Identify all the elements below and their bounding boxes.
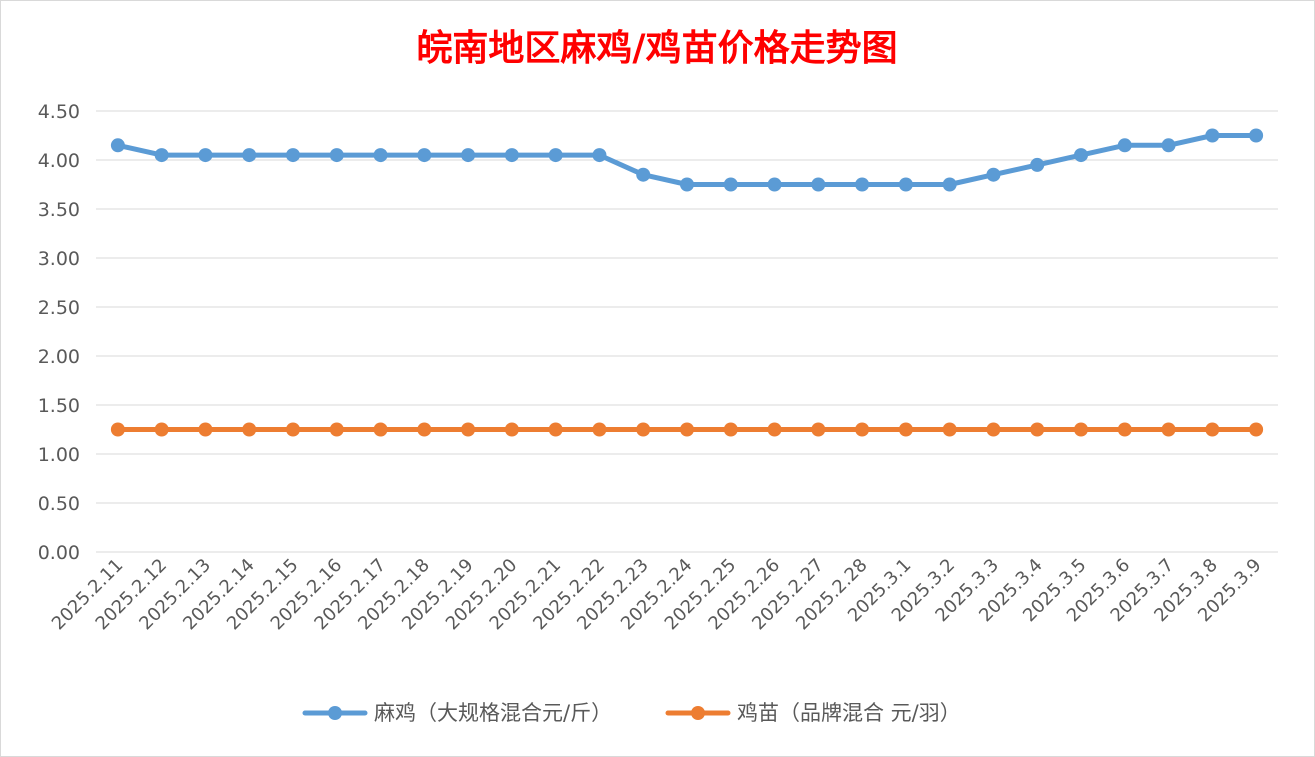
data-point <box>504 422 519 437</box>
data-point <box>723 177 738 192</box>
legend-item-1: 鸡苗（品牌混合 元/羽） <box>665 701 961 725</box>
data-point <box>986 167 1001 182</box>
data-point <box>680 422 694 437</box>
data-point <box>461 148 476 163</box>
legend-item-0: 麻鸡（大规格混合元/斤） <box>302 701 612 725</box>
series-0 <box>110 128 1264 192</box>
data-point <box>942 177 957 192</box>
data-point <box>855 422 870 437</box>
data-point <box>1205 128 1220 143</box>
data-point <box>1161 138 1176 153</box>
y-tick-label: 1.00 <box>38 444 80 466</box>
data-point <box>811 422 826 437</box>
data-point <box>942 422 957 437</box>
data-point <box>1205 422 1220 437</box>
data-point <box>373 148 388 163</box>
chart-title: 皖南地区麻鸡/鸡苗价格走势图 <box>416 27 897 69</box>
data-point <box>198 422 213 437</box>
data-point <box>286 422 300 437</box>
y-tick-label: 2.00 <box>38 346 80 368</box>
gridlines <box>96 110 1278 553</box>
data-point <box>723 422 738 437</box>
data-point <box>110 138 125 153</box>
data-point <box>329 148 344 163</box>
data-point <box>592 148 607 163</box>
data-point <box>110 422 125 437</box>
series-1 <box>110 422 1264 437</box>
data-point <box>154 422 169 437</box>
x-axis-ticks: 2025.2.112025.2.122025.2.132025.2.142025… <box>48 555 1266 635</box>
legend-label-1: 鸡苗（品牌混合 元/羽） <box>737 701 961 725</box>
y-tick-label: 4.50 <box>38 101 80 123</box>
data-point <box>1117 422 1132 437</box>
y-tick-label: 2.50 <box>38 297 80 319</box>
data-point <box>1074 148 1088 163</box>
data-point <box>198 148 213 163</box>
data-point <box>811 177 826 192</box>
data-point <box>286 148 300 163</box>
data-point <box>1030 157 1045 172</box>
data-point <box>767 177 782 192</box>
y-tick-label: 1.50 <box>38 395 80 417</box>
legend-marker-1 <box>691 706 705 720</box>
data-point <box>504 148 519 163</box>
y-tick-label: 4.00 <box>38 150 80 172</box>
data-point <box>548 148 563 163</box>
data-point <box>898 177 913 192</box>
legend-marker-0 <box>328 706 342 720</box>
y-axis-ticks: 0.00 0.50 1.00 1.50 2.00 2.50 3.00 3.50 4.00 4.50 <box>38 101 80 564</box>
data-point <box>242 148 257 163</box>
data-point <box>461 422 476 437</box>
data-point <box>1117 138 1132 153</box>
data-point <box>548 422 563 437</box>
series-group <box>110 128 1264 437</box>
data-point <box>636 422 651 437</box>
data-point <box>898 422 913 437</box>
y-tick-label: 3.50 <box>38 199 80 221</box>
data-point <box>417 148 432 163</box>
data-point <box>1074 422 1088 437</box>
data-point <box>636 167 651 182</box>
data-point <box>986 422 1001 437</box>
y-tick-label: 0.00 <box>38 542 80 564</box>
data-point <box>1030 422 1045 437</box>
y-tick-label: 0.50 <box>38 493 80 515</box>
data-point <box>680 177 694 192</box>
data-point <box>1249 128 1264 143</box>
legend: 麻鸡（大规格混合元/斤） 鸡苗（品牌混合 元/羽） <box>302 701 961 725</box>
data-point <box>855 177 870 192</box>
data-point <box>154 148 169 163</box>
data-point <box>417 422 432 437</box>
data-point <box>1161 422 1176 437</box>
data-point <box>373 422 388 437</box>
y-tick-label: 3.00 <box>38 248 80 270</box>
data-point <box>592 422 607 437</box>
data-point <box>329 422 344 437</box>
data-point <box>767 422 782 437</box>
data-point <box>242 422 257 437</box>
legend-label-0: 麻鸡（大规格混合元/斤） <box>374 701 612 725</box>
data-point <box>1249 422 1264 437</box>
